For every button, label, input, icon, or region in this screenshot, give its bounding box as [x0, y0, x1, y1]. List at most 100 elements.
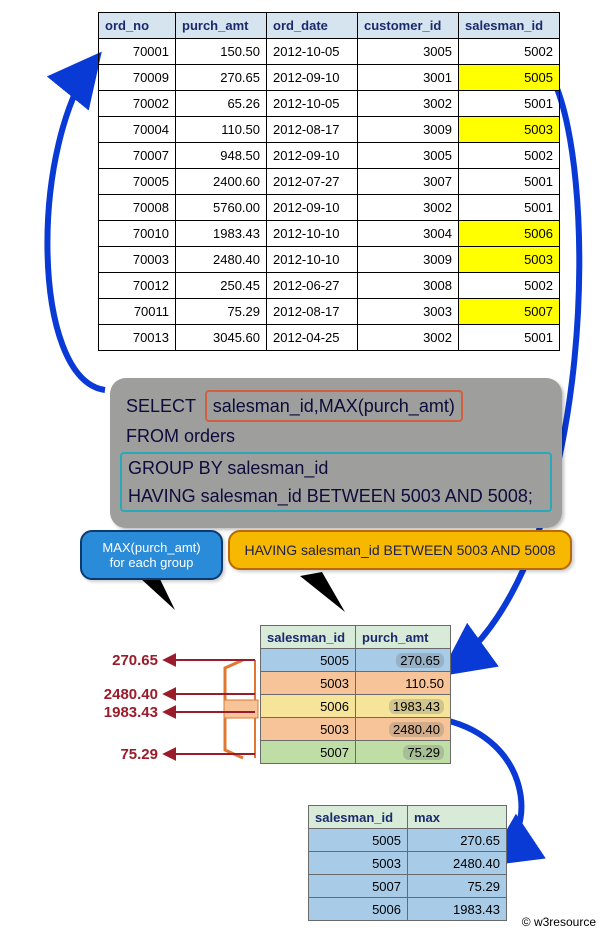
result-cell-salesid: 5003: [309, 852, 408, 875]
orders-cell-ord_date: 2012-06-27: [267, 273, 358, 299]
orders-cell-salesman_id: 5001: [459, 91, 560, 117]
group-cell-amt: 75.29: [356, 741, 451, 764]
orders-col-cust: customer_id: [358, 13, 459, 39]
orders-cell-ord_no: 70008: [99, 195, 176, 221]
result-col-max: max: [408, 806, 507, 829]
orders-cell-ord_date: 2012-09-10: [267, 195, 358, 221]
orders-cell-purch_amt: 948.50: [176, 143, 267, 169]
orders-cell-purch_amt: 75.29: [176, 299, 267, 325]
result-cell-max: 1983.43: [408, 898, 507, 921]
result-row: 5005270.65: [309, 829, 507, 852]
result-header-row: salesman_id max: [309, 806, 507, 829]
orders-cell-ord_date: 2012-08-17: [267, 299, 358, 325]
sql-groupby-highlight: GROUP BY salesman_id HAVING salesman_id …: [120, 452, 552, 512]
footer-credit: w3resource: [522, 915, 596, 929]
orders-cell-salesman_id: 5002: [459, 39, 560, 65]
orders-cell-salesman_id: 5002: [459, 273, 560, 299]
sql-select-cols: salesman_id,MAX(purch_amt): [205, 390, 463, 422]
sql-select-line: SELECT salesman_id,MAX(purch_amt): [126, 390, 546, 422]
callout-having: HAVING salesman_id BETWEEN 5003 AND 5008: [228, 530, 572, 570]
orders-cell-purch_amt: 2400.60: [176, 169, 267, 195]
max-label: 75.29: [88, 746, 158, 763]
group-cell-amt: 110.50: [356, 672, 451, 695]
orders-cell-ord_no: 70013: [99, 325, 176, 351]
orders-cell-customer_id: 3002: [358, 325, 459, 351]
result-cell-salesid: 5005: [309, 829, 408, 852]
callout-max: MAX(purch_amt) for each group: [80, 530, 223, 580]
orders-row: 700032480.402012-10-1030095003: [99, 247, 560, 273]
orders-cell-purch_amt: 2480.40: [176, 247, 267, 273]
group-cell-salesid: 5003: [261, 718, 356, 741]
group-col-amt: purch_amt: [356, 626, 451, 649]
group-cell-amt: 2480.40: [356, 718, 451, 741]
orders-cell-ord_date: 2012-10-10: [267, 247, 358, 273]
orders-cell-salesman_id: 5003: [459, 117, 560, 143]
orders-cell-ord_no: 70007: [99, 143, 176, 169]
orders-cell-ord_no: 70011: [99, 299, 176, 325]
max-label: 270.65: [88, 652, 158, 669]
orders-cell-purch_amt: 65.26: [176, 91, 267, 117]
orders-row: 700101983.432012-10-1030045006: [99, 221, 560, 247]
orders-cell-ord_no: 70012: [99, 273, 176, 299]
group-row: 5003 2480.40: [261, 718, 451, 741]
group-header-row: salesman_id purch_amt: [261, 626, 451, 649]
orders-cell-purch_amt: 1983.43: [176, 221, 267, 247]
orders-row: 700133045.602012-04-2530025001: [99, 325, 560, 351]
orders-cell-purch_amt: 270.65: [176, 65, 267, 91]
orders-cell-ord_date: 2012-09-10: [267, 143, 358, 169]
sql-having-line: HAVING salesman_id BETWEEN 5003 AND 5008…: [128, 482, 544, 510]
result-table: salesman_id max 5005270.6550032480.40500…: [308, 805, 507, 921]
sql-groupby-line: GROUP BY salesman_id: [128, 454, 544, 482]
orders-col-ordno: ord_no: [99, 13, 176, 39]
result-cell-salesid: 5006: [309, 898, 408, 921]
group-row: 5006 1983.43: [261, 695, 451, 718]
orders-cell-ord_no: 70009: [99, 65, 176, 91]
orders-cell-purch_amt: 150.50: [176, 39, 267, 65]
group-table: salesman_id purch_amt 5005270.655003110.…: [260, 625, 451, 764]
orders-cell-ord_date: 2012-07-27: [267, 169, 358, 195]
group-col-salesid: salesman_id: [261, 626, 356, 649]
group-cell-salesid: 5003: [261, 672, 356, 695]
orders-row: 70001150.502012-10-0530055002: [99, 39, 560, 65]
orders-col-sales: salesman_id: [459, 13, 560, 39]
orders-cell-salesman_id: 5002: [459, 143, 560, 169]
max-chip: 75.29: [403, 745, 444, 760]
orders-row: 700052400.602012-07-2730075001: [99, 169, 560, 195]
orders-row: 70007948.502012-09-1030055002: [99, 143, 560, 169]
sql-select-kw: SELECT: [126, 396, 196, 416]
max-chip: 2480.40: [389, 722, 444, 737]
orders-table: ord_no purch_amt ord_date customer_id sa…: [98, 12, 560, 351]
orders-cell-customer_id: 3002: [358, 91, 459, 117]
result-col-salesid: salesman_id: [309, 806, 408, 829]
orders-cell-salesman_id: 5003: [459, 247, 560, 273]
orders-cell-purch_amt: 3045.60: [176, 325, 267, 351]
result-cell-max: 75.29: [408, 875, 507, 898]
max-label: 2480.40: [88, 686, 158, 703]
orders-cell-purch_amt: 110.50: [176, 117, 267, 143]
diagram-canvas: ord_no purch_amt ord_date customer_id sa…: [0, 0, 610, 939]
orders-cell-salesman_id: 5005: [459, 65, 560, 91]
orders-cell-ord_no: 70010: [99, 221, 176, 247]
max-chip: 1983.43: [389, 699, 444, 714]
group-row: 5005270.65: [261, 649, 451, 672]
result-cell-max: 270.65: [408, 829, 507, 852]
orders-cell-ord_date: 2012-04-25: [267, 325, 358, 351]
orders-cell-ord_no: 70001: [99, 39, 176, 65]
orders-cell-ord_no: 70004: [99, 117, 176, 143]
group-row: 500775.29: [261, 741, 451, 764]
orders-cell-purch_amt: 250.45: [176, 273, 267, 299]
orders-cell-salesman_id: 5006: [459, 221, 560, 247]
group-cell-amt: 1983.43: [356, 695, 451, 718]
max-chip: 270.65: [396, 653, 444, 668]
orders-cell-ord_date: 2012-10-05: [267, 39, 358, 65]
group-cell-amt: 270.65: [356, 649, 451, 672]
result-row: 50061983.43: [309, 898, 507, 921]
orders-row: 7001175.292012-08-1730035007: [99, 299, 560, 325]
orders-cell-salesman_id: 5001: [459, 325, 560, 351]
orders-cell-customer_id: 3005: [358, 143, 459, 169]
group-row: 5003110.50: [261, 672, 451, 695]
result-cell-max: 2480.40: [408, 852, 507, 875]
orders-cell-ord_date: 2012-08-17: [267, 117, 358, 143]
group-cell-salesid: 5006: [261, 695, 356, 718]
orders-cell-customer_id: 3003: [358, 299, 459, 325]
